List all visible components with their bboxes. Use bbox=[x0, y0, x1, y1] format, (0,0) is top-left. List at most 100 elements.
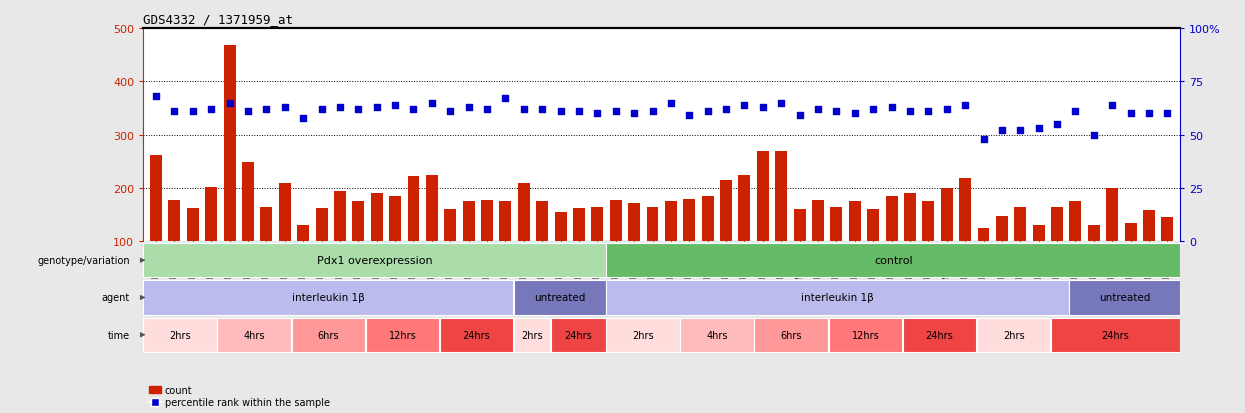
Text: 24hrs: 24hrs bbox=[463, 330, 491, 340]
Text: 2hrs: 2hrs bbox=[632, 330, 654, 340]
Point bbox=[1047, 121, 1067, 128]
Bar bbox=[242, 163, 254, 242]
Bar bbox=[390, 197, 401, 242]
Text: 24hrs: 24hrs bbox=[1102, 330, 1129, 340]
Bar bbox=[904, 194, 916, 242]
Bar bbox=[352, 202, 365, 242]
Point bbox=[367, 104, 387, 111]
Bar bbox=[1143, 211, 1155, 242]
Bar bbox=[168, 200, 181, 242]
Bar bbox=[923, 202, 934, 242]
Bar bbox=[776, 151, 787, 242]
Bar bbox=[481, 200, 493, 242]
Bar bbox=[757, 151, 769, 242]
Point bbox=[1139, 111, 1159, 117]
Point bbox=[256, 107, 276, 113]
FancyBboxPatch shape bbox=[977, 318, 1051, 352]
FancyBboxPatch shape bbox=[514, 318, 550, 352]
Bar bbox=[720, 180, 732, 242]
Point bbox=[164, 109, 184, 115]
Text: GDS4332 / 1371959_at: GDS4332 / 1371959_at bbox=[143, 13, 293, 26]
Point bbox=[642, 109, 662, 115]
Bar bbox=[1088, 225, 1099, 242]
Bar bbox=[444, 210, 456, 242]
Bar bbox=[554, 212, 566, 242]
FancyBboxPatch shape bbox=[903, 318, 976, 352]
Text: untreated: untreated bbox=[534, 293, 585, 303]
Point bbox=[458, 104, 478, 111]
Point bbox=[275, 104, 295, 111]
FancyBboxPatch shape bbox=[550, 318, 606, 352]
FancyBboxPatch shape bbox=[754, 318, 828, 352]
Bar bbox=[1032, 225, 1045, 242]
Point bbox=[1011, 128, 1031, 134]
Text: genotype/variation: genotype/variation bbox=[37, 256, 129, 266]
Bar bbox=[812, 200, 824, 242]
Point bbox=[716, 107, 736, 113]
Text: 2hrs: 2hrs bbox=[169, 330, 190, 340]
Point bbox=[403, 107, 423, 113]
Text: 24hrs: 24hrs bbox=[564, 330, 593, 340]
Text: untreated: untreated bbox=[1099, 293, 1150, 303]
Bar bbox=[830, 207, 843, 242]
Point bbox=[624, 111, 644, 117]
Bar bbox=[885, 197, 898, 242]
FancyBboxPatch shape bbox=[439, 318, 513, 352]
FancyBboxPatch shape bbox=[514, 281, 606, 315]
Text: 2hrs: 2hrs bbox=[1002, 330, 1025, 340]
Point bbox=[238, 109, 258, 115]
Bar bbox=[518, 183, 530, 242]
Bar bbox=[977, 228, 990, 242]
FancyBboxPatch shape bbox=[143, 318, 217, 352]
Text: 12hrs: 12hrs bbox=[852, 330, 879, 340]
FancyBboxPatch shape bbox=[829, 318, 903, 352]
Bar bbox=[1069, 202, 1082, 242]
Point bbox=[514, 107, 534, 113]
Point bbox=[974, 136, 994, 143]
Point bbox=[330, 104, 350, 111]
Bar bbox=[646, 207, 659, 242]
Text: interleukin 1β: interleukin 1β bbox=[293, 293, 365, 303]
Text: 12hrs: 12hrs bbox=[388, 330, 416, 340]
Bar bbox=[371, 194, 382, 242]
Bar bbox=[573, 208, 585, 242]
Point bbox=[863, 107, 883, 113]
Bar bbox=[463, 202, 474, 242]
Bar bbox=[279, 183, 291, 242]
FancyBboxPatch shape bbox=[218, 318, 291, 352]
Point bbox=[808, 107, 828, 113]
Text: time: time bbox=[107, 330, 129, 340]
Text: 6hrs: 6hrs bbox=[781, 330, 802, 340]
Point bbox=[532, 107, 552, 113]
Bar bbox=[1107, 188, 1118, 242]
FancyBboxPatch shape bbox=[291, 318, 365, 352]
Point bbox=[936, 107, 956, 113]
Bar bbox=[591, 207, 604, 242]
Bar bbox=[738, 175, 751, 242]
Text: 2hrs: 2hrs bbox=[522, 330, 543, 340]
Point bbox=[900, 109, 920, 115]
Bar bbox=[1051, 207, 1063, 242]
Point bbox=[789, 113, 809, 119]
FancyBboxPatch shape bbox=[366, 318, 439, 352]
Bar bbox=[499, 202, 512, 242]
Bar bbox=[702, 197, 713, 242]
Text: 24hrs: 24hrs bbox=[925, 330, 954, 340]
Point bbox=[219, 100, 239, 107]
Bar bbox=[260, 207, 273, 242]
Point bbox=[753, 104, 773, 111]
Point bbox=[550, 109, 570, 115]
Point bbox=[496, 96, 515, 102]
Bar bbox=[187, 209, 199, 242]
Point bbox=[441, 109, 461, 115]
Bar bbox=[315, 209, 327, 242]
Bar bbox=[849, 202, 860, 242]
Point bbox=[827, 109, 847, 115]
FancyBboxPatch shape bbox=[1051, 318, 1180, 352]
Bar bbox=[407, 177, 420, 242]
Bar bbox=[1015, 207, 1026, 242]
Bar bbox=[996, 216, 1008, 242]
Bar bbox=[224, 45, 235, 242]
Point bbox=[146, 94, 166, 100]
Bar bbox=[1162, 218, 1173, 242]
